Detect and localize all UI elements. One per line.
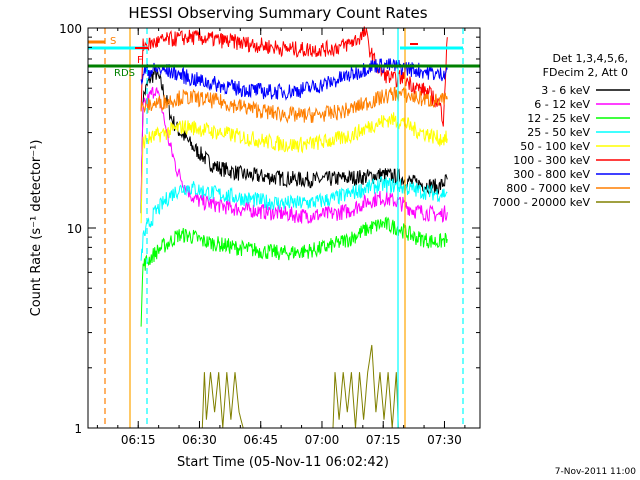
- legend-header-line-1: Det 1,3,4,5,6,: [552, 52, 628, 65]
- x-tick-label-1: 06:30: [182, 433, 217, 447]
- legend-label-0: 3 - 6 keV: [541, 84, 590, 97]
- series-line-3: [140, 176, 448, 261]
- x-tick-label-4: 07:15: [366, 433, 401, 447]
- legend-label-3: 25 - 50 keV: [527, 126, 590, 139]
- legend-label-6: 300 - 800 keV: [513, 168, 590, 181]
- legend-label-1: 6 - 12 keV: [534, 98, 590, 111]
- y-tick-label-2: 100: [59, 22, 82, 36]
- y-tick-label-0: 1: [74, 422, 82, 436]
- legend-label-7: 800 - 7000 keV: [506, 182, 590, 195]
- legend-label-8: 7000 - 20000 keV: [492, 196, 590, 209]
- series-line-1: [140, 86, 448, 224]
- x-tick-label-2: 06:45: [243, 433, 278, 447]
- x-tick-label-5: 07:30: [427, 433, 462, 447]
- x-tick-label-3: 07:00: [305, 433, 340, 447]
- series-line-4: [140, 112, 448, 224]
- x-tick-label-0: 06:15: [121, 433, 156, 447]
- legend-label-4: 50 - 100 keV: [520, 140, 590, 153]
- legend-label-2: 12 - 25 keV: [527, 112, 590, 125]
- footer-date: 7-Nov-2011 11:00: [555, 467, 637, 477]
- legend-header-line-2: FDecim 2, Att 0: [543, 66, 628, 79]
- data-series-group: [140, 26, 448, 429]
- y-axis-label: Count Rate (s⁻¹ detector⁻¹): [29, 140, 44, 317]
- series-line-5: [140, 26, 448, 127]
- series-line-2: [140, 216, 448, 327]
- legend-label-5: 100 - 300 keV: [513, 154, 590, 167]
- flag-label-rds: RDS: [114, 68, 135, 79]
- x-axis-label: Start Time (05-Nov-11 06:02:42): [177, 455, 389, 470]
- flag-label-s: S: [110, 36, 116, 47]
- axes-group: 06:15 06:30 06:45 07:00 07:15 07:30 1 10 100: [59, 22, 480, 447]
- flag-label-f: F: [137, 55, 143, 66]
- chart-title: HESSI Observing Summary Count Rates: [128, 4, 427, 22]
- y-tick-label-1: 10: [67, 222, 82, 236]
- series-line-6: [140, 58, 448, 101]
- series-line-7: [140, 86, 448, 124]
